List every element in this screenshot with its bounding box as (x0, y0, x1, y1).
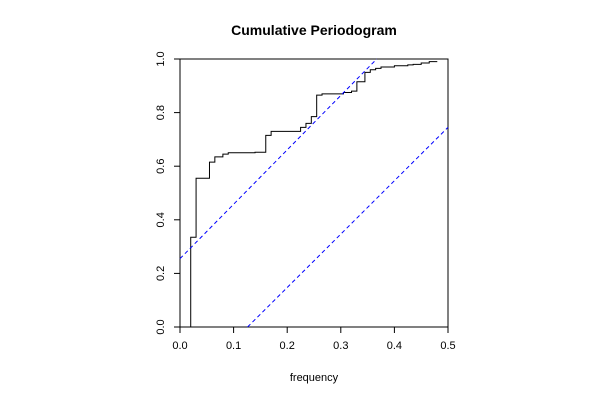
confidence-band-line-1 (179, 58, 378, 260)
y-tick-label: 0.8 (155, 105, 167, 120)
cumulative-periodogram-line (190, 61, 438, 327)
confidence-band-line-2 (247, 126, 449, 328)
series-layer (179, 58, 449, 328)
x-tick-label: 0.2 (280, 340, 295, 352)
y-tick-label: 0.4 (155, 212, 167, 227)
x-axis: 0.0 0.1 0.2 0.3 0.4 0.5 (172, 326, 456, 352)
x-tick-label: 0.1 (226, 340, 241, 352)
y-tick-label: 0.2 (155, 266, 167, 281)
x-axis-label: frequency (290, 372, 339, 384)
plot-frame (179, 58, 449, 328)
x-tick-label: 0.3 (333, 340, 348, 352)
x-tick-label: 0.0 (172, 340, 187, 352)
x-tick-label: 0.4 (387, 340, 402, 352)
y-tick-label: 0.0 (155, 319, 167, 334)
y-tick-label: 1.0 (155, 51, 167, 66)
y-tick-label: 0.6 (155, 159, 167, 174)
x-tick-label: 0.5 (440, 340, 455, 352)
y-axis: 0.0 0.2 0.4 0.6 0.8 1.0 (155, 51, 181, 335)
chart-title: Cumulative Periodogram (231, 22, 397, 38)
